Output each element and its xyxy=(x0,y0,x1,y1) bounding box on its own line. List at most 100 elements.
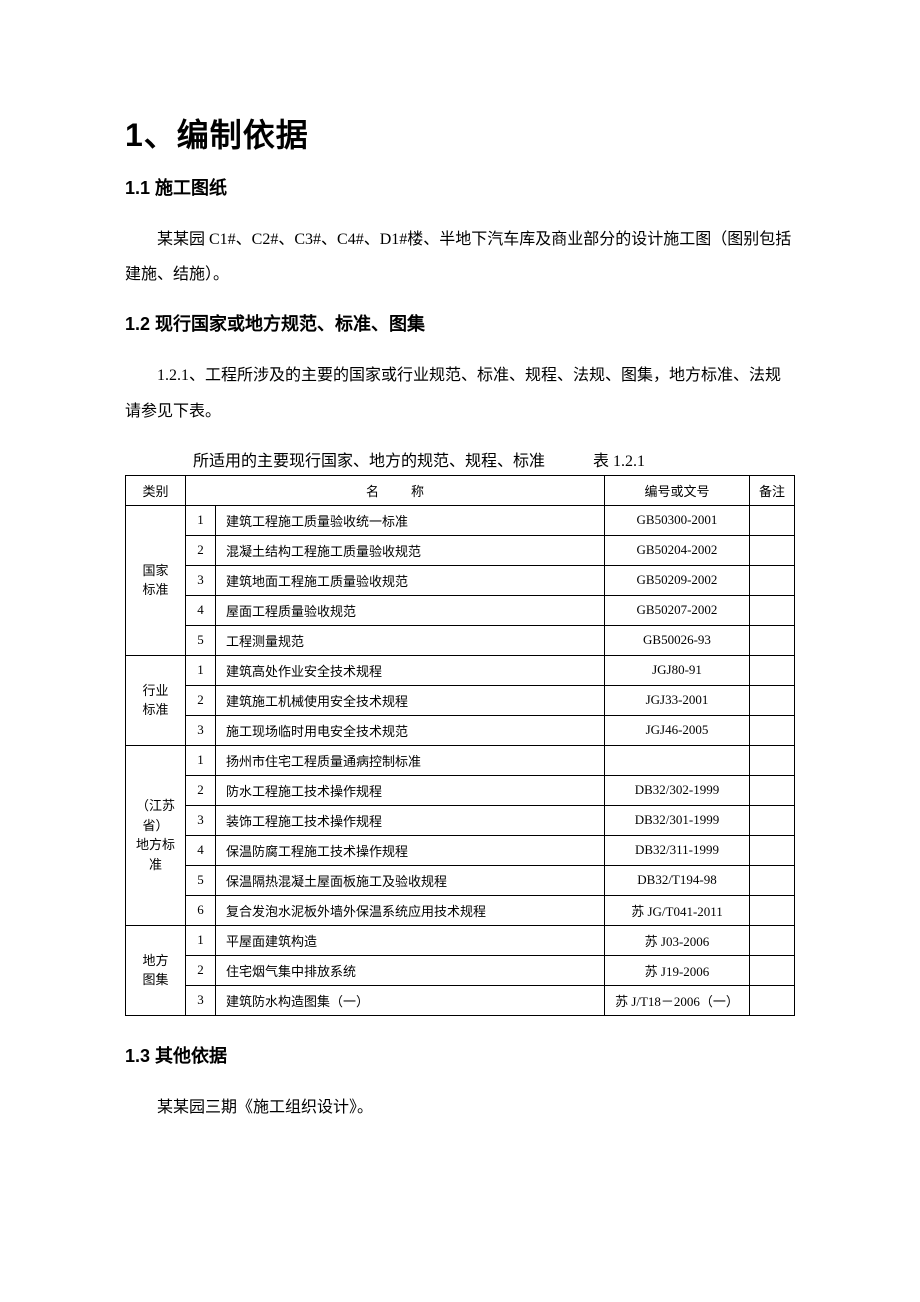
cell-note xyxy=(750,595,795,625)
table-row: 4保温防腐工程施工技术操作规程DB32/311-1999 xyxy=(126,835,795,865)
cell-code: DB32/301-1999 xyxy=(605,805,750,835)
cell-index: 4 xyxy=(186,835,216,865)
table-row: 3装饰工程施工技术操作规程DB32/301-1999 xyxy=(126,805,795,835)
paragraph: 某某园 C1#、C2#、C3#、C4#、D1#楼、半地下汽车库及商业部分的设计施… xyxy=(125,222,795,292)
cell-index: 1 xyxy=(186,505,216,535)
cell-note xyxy=(750,745,795,775)
cell-name: 建筑地面工程施工质量验收规范 xyxy=(216,565,605,595)
cell-code: JGJ80-91 xyxy=(605,655,750,685)
cell-code: DB32/311-1999 xyxy=(605,835,750,865)
cell-code: GB50300-2001 xyxy=(605,505,750,535)
cell-name: 建筑施工机械使用安全技术规程 xyxy=(216,685,605,715)
table-caption: 所适用的主要现行国家、地方的规范、规程、标准 表 1.2.1 xyxy=(125,447,795,471)
cell-category: （江苏省）地方标准 xyxy=(126,745,186,925)
cell-index: 5 xyxy=(186,625,216,655)
table-row: 4屋面工程质量验收规范GB50207-2002 xyxy=(126,595,795,625)
cell-code: GB50209-2002 xyxy=(605,565,750,595)
cell-index: 5 xyxy=(186,865,216,895)
cell-code: DB32/T194-98 xyxy=(605,865,750,895)
cell-index: 1 xyxy=(186,655,216,685)
cell-index: 1 xyxy=(186,925,216,955)
table-row: 3施工现场临时用电安全技术规范JGJ46-2005 xyxy=(126,715,795,745)
cell-code: JGJ33-2001 xyxy=(605,685,750,715)
cell-index: 4 xyxy=(186,595,216,625)
table-number: 表 1.2.1 xyxy=(593,447,645,471)
cell-category: 国家标准 xyxy=(126,505,186,655)
table-row: 5工程测量规范GB50026-93 xyxy=(126,625,795,655)
cell-note xyxy=(750,805,795,835)
cell-code: 苏 J03-2006 xyxy=(605,925,750,955)
table-row: 国家标准1建筑工程施工质量验收统一标准GB50300-2001 xyxy=(126,505,795,535)
table-row: 3建筑防水构造图集（一）苏 J/T18－2006（一） xyxy=(126,985,795,1015)
cell-code: DB32/302-1999 xyxy=(605,775,750,805)
cell-index: 2 xyxy=(186,775,216,805)
cell-note xyxy=(750,565,795,595)
cell-name: 建筑防水构造图集（一） xyxy=(216,985,605,1015)
cell-note xyxy=(750,655,795,685)
cell-note xyxy=(750,505,795,535)
standards-table: 类别 名称 编号或文号 备注 国家标准1建筑工程施工质量验收统一标准GB5030… xyxy=(125,475,795,1016)
cell-name: 保温隔热混凝土屋面板施工及验收规程 xyxy=(216,865,605,895)
cell-category: 地方图集 xyxy=(126,925,186,1015)
cell-code xyxy=(605,745,750,775)
cell-note xyxy=(750,625,795,655)
cell-note xyxy=(750,955,795,985)
cell-name: 防水工程施工技术操作规程 xyxy=(216,775,605,805)
cell-note xyxy=(750,895,795,925)
cell-code: 苏 JG/T041-2011 xyxy=(605,895,750,925)
cell-code: GB50207-2002 xyxy=(605,595,750,625)
cell-index: 3 xyxy=(186,805,216,835)
cell-name: 建筑高处作业安全技术规程 xyxy=(216,655,605,685)
cell-name: 建筑工程施工质量验收统一标准 xyxy=(216,505,605,535)
cell-name: 复合发泡水泥板外墙外保温系统应用技术规程 xyxy=(216,895,605,925)
cell-note xyxy=(750,775,795,805)
cell-code: 苏 J19-2006 xyxy=(605,955,750,985)
cell-index: 2 xyxy=(186,535,216,565)
heading-1: 1、编制依据 xyxy=(125,110,795,156)
cell-index: 1 xyxy=(186,745,216,775)
cell-note xyxy=(750,685,795,715)
paragraph: 某某园三期《施工组织设计》。 xyxy=(125,1090,795,1125)
table-row: 5保温隔热混凝土屋面板施工及验收规程DB32/T194-98 xyxy=(126,865,795,895)
table-row: 2防水工程施工技术操作规程DB32/302-1999 xyxy=(126,775,795,805)
cell-code: GB50026-93 xyxy=(605,625,750,655)
th-category: 类别 xyxy=(126,475,186,505)
cell-note xyxy=(750,865,795,895)
cell-name: 住宅烟气集中排放系统 xyxy=(216,955,605,985)
table-row: （江苏省）地方标准1扬州市住宅工程质量通病控制标准 xyxy=(126,745,795,775)
table-row: 2住宅烟气集中排放系统苏 J19-2006 xyxy=(126,955,795,985)
table-row: 3建筑地面工程施工质量验收规范GB50209-2002 xyxy=(126,565,795,595)
table-caption-text: 所适用的主要现行国家、地方的规范、规程、标准 xyxy=(193,447,545,471)
cell-note xyxy=(750,715,795,745)
cell-index: 3 xyxy=(186,565,216,595)
cell-name: 扬州市住宅工程质量通病控制标准 xyxy=(216,745,605,775)
th-code: 编号或文号 xyxy=(605,475,750,505)
cell-name: 装饰工程施工技术操作规程 xyxy=(216,805,605,835)
cell-category: 行业标准 xyxy=(126,655,186,745)
heading-1-3: 1.3 其他依据 xyxy=(125,1042,795,1068)
th-note: 备注 xyxy=(750,475,795,505)
cell-name: 平屋面建筑构造 xyxy=(216,925,605,955)
cell-note xyxy=(750,835,795,865)
cell-index: 2 xyxy=(186,685,216,715)
cell-name: 混凝土结构工程施工质量验收规范 xyxy=(216,535,605,565)
cell-index: 2 xyxy=(186,955,216,985)
table-row: 2建筑施工机械使用安全技术规程JGJ33-2001 xyxy=(126,685,795,715)
cell-index: 3 xyxy=(186,985,216,1015)
cell-index: 3 xyxy=(186,715,216,745)
table-row: 6复合发泡水泥板外墙外保温系统应用技术规程苏 JG/T041-2011 xyxy=(126,895,795,925)
table-header-row: 类别 名称 编号或文号 备注 xyxy=(126,475,795,505)
cell-code: JGJ46-2005 xyxy=(605,715,750,745)
cell-name: 屋面工程质量验收规范 xyxy=(216,595,605,625)
cell-note xyxy=(750,925,795,955)
cell-name: 保温防腐工程施工技术操作规程 xyxy=(216,835,605,865)
cell-index: 6 xyxy=(186,895,216,925)
paragraph: 1.2.1、工程所涉及的主要的国家或行业规范、标准、规程、法规、图集，地方标准、… xyxy=(125,358,795,428)
heading-1-1: 1.1 施工图纸 xyxy=(125,174,795,200)
heading-1-2: 1.2 现行国家或地方规范、标准、图集 xyxy=(125,310,795,336)
cell-code: 苏 J/T18－2006（一） xyxy=(605,985,750,1015)
cell-code: GB50204-2002 xyxy=(605,535,750,565)
cell-name: 工程测量规范 xyxy=(216,625,605,655)
table-row: 地方图集1平屋面建筑构造苏 J03-2006 xyxy=(126,925,795,955)
table-row: 2混凝土结构工程施工质量验收规范GB50204-2002 xyxy=(126,535,795,565)
